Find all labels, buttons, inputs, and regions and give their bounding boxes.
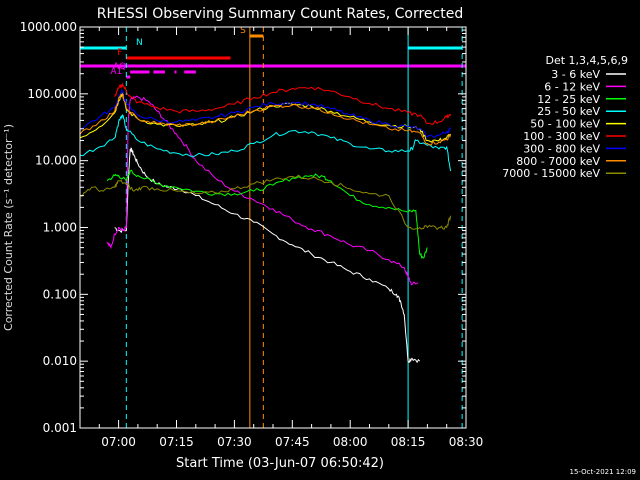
legend-label-2: 12 - 25 keV: [537, 93, 600, 106]
flag-label-n: N: [136, 38, 143, 48]
axes: 0.001 0.010 0.100 1.000 10.000 100.000 1000.00…: [20, 20, 484, 449]
legend-label-0: 3 - 6 keV: [551, 68, 600, 81]
x-tick-label: 08:15: [391, 435, 426, 449]
legend-label-1: 6 - 12 keV: [544, 80, 600, 93]
series-line-6: [80, 89, 451, 138]
legend-title: Det 1,3,4,5,6,9: [545, 54, 628, 67]
x-tick-label: 07:00: [101, 435, 136, 449]
x-tick-label: 08:00: [333, 435, 368, 449]
legend-label-6: 300 - 800 keV: [523, 142, 600, 155]
y-tick-label: 1.000: [43, 221, 77, 235]
legend-label-7: 800 - 7000 keV: [516, 155, 600, 168]
flag-label-s: S: [240, 26, 246, 36]
y-tick-label: 0.010: [43, 354, 77, 368]
x-tick-label: 07:15: [159, 435, 194, 449]
series-line-2: [106, 169, 428, 259]
y-axis-label: Corrected Count Rate (s⁻¹ detector⁻¹): [2, 124, 15, 331]
y-tick-label: 1000.000: [20, 20, 77, 34]
x-tick-label: 08:30: [449, 435, 484, 449]
y-tick-label: 10.000: [35, 154, 77, 168]
legend-label-4: 50 - 100 keV: [530, 118, 600, 131]
chart-title: RHESSI Observing Summary Count Rates, Co…: [97, 6, 463, 22]
x-tick-label: 07:45: [275, 435, 310, 449]
series-line-3: [80, 114, 452, 172]
flag-label-aq: AQ: [113, 62, 126, 72]
x-axis-label: Start Time (03-Jun-07 06:50:42): [176, 456, 384, 471]
legend-label-8: 7000 - 15000 keV: [502, 167, 600, 180]
flag-label-a1: A1: [110, 67, 122, 77]
y-tick-label: 100.000: [27, 87, 77, 101]
timestamp: 15-Oct-2021 12:09: [570, 468, 636, 476]
series-line-0: [114, 147, 421, 364]
series-line-8: [80, 174, 452, 231]
y-tick-label: 0.001: [43, 421, 77, 435]
x-tick-label: 07:30: [217, 435, 252, 449]
legend-label-3: 25 - 50 keV: [537, 105, 600, 118]
series-line-7: [80, 93, 451, 146]
legend-label-5: 100 - 300 keV: [523, 130, 600, 143]
series-line-1: [106, 95, 419, 286]
flag-label-f: F: [117, 48, 122, 58]
y-tick-label: 0.100: [43, 287, 77, 301]
series-line-5: [114, 82, 452, 125]
